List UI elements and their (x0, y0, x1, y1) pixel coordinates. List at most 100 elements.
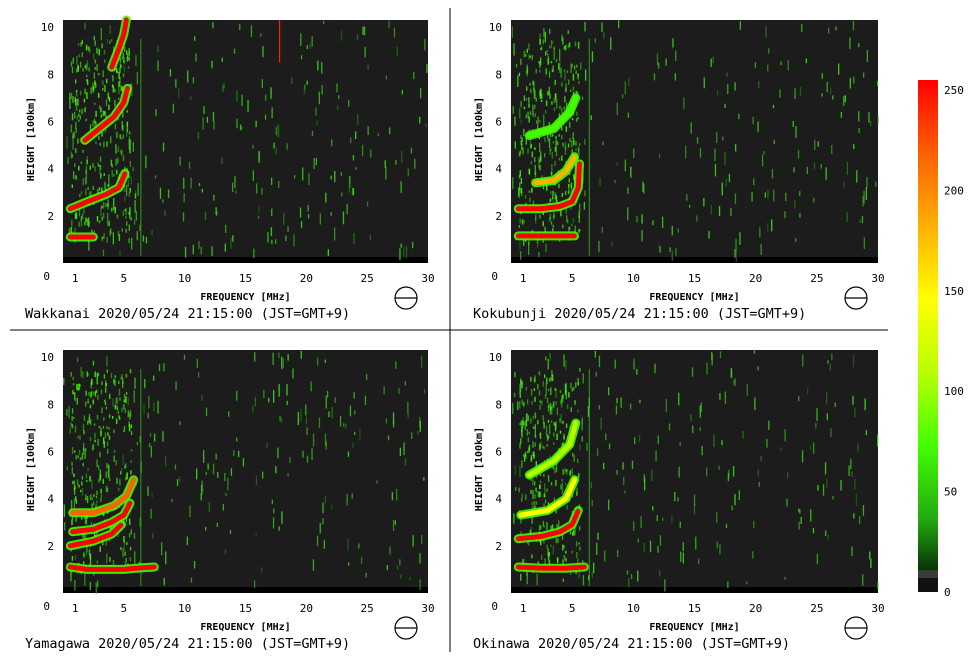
plot-baseline-strip (63, 257, 428, 263)
noise-speckles (66, 20, 428, 261)
y-tick-label: 8 (495, 68, 502, 81)
panel-caption: Yamagawa 2020/05/24 21:15:00 (JST=GMT+9) (25, 636, 350, 652)
colorbar-tick-label: 50 (944, 486, 957, 499)
noise-speckles (511, 20, 879, 262)
trace-f-low (67, 170, 128, 212)
y-tick-label: 6 (47, 445, 54, 458)
x-tick-label: 10 (178, 272, 191, 285)
x-tick-label: 15 (688, 272, 701, 285)
x-tick-label: 15 (239, 602, 252, 615)
x-tick-label: 25 (810, 602, 823, 615)
y-tick-label: 10 (489, 21, 502, 34)
x-tick-label: 25 (810, 272, 823, 285)
x-tick-label: 10 (627, 602, 640, 615)
y-tick-label: 2 (47, 540, 54, 553)
x-tick-label: 30 (421, 272, 434, 285)
origin-label: 0 (43, 600, 50, 613)
y-tick-label: 4 (47, 493, 54, 506)
panel-caption: Kokubunji 2020/05/24 21:15:00 (JST=GMT+9… (473, 306, 806, 322)
trace-f-mid (518, 477, 578, 518)
x-tick-label: 1 (72, 602, 79, 615)
x-tick-label: 1 (520, 272, 527, 285)
plot-background (511, 20, 878, 263)
plot-baseline-strip (63, 587, 428, 593)
colorbar: 0 50 100 150 200 250 (918, 80, 964, 599)
trace-e (515, 564, 587, 571)
trace-f-mid (533, 154, 578, 186)
y-tick-label: 6 (495, 115, 502, 128)
x-tick-label: 30 (871, 272, 884, 285)
y-tick-label: 4 (495, 493, 502, 506)
x-tick-label: 5 (569, 272, 576, 285)
trace-f-low (67, 522, 124, 549)
x-tick-label: 5 (121, 272, 128, 285)
colorbar-tick-label: 200 (944, 184, 964, 197)
y-tick-label: 10 (41, 21, 54, 34)
x-tick-label: 5 (569, 602, 576, 615)
trace-f-high (526, 420, 579, 478)
colorbar-gradient (918, 80, 938, 592)
trace-f-mid (82, 85, 130, 143)
x-tick-label: 5 (121, 602, 128, 615)
y-axis-label: HEIGHT [100km] (474, 427, 485, 511)
y-axis-label: HEIGHT [100km] (26, 97, 37, 181)
trace-f-mid (70, 500, 133, 535)
plot-background (63, 350, 428, 593)
x-tick-label: 10 (178, 602, 191, 615)
x-tick-label: 20 (749, 602, 762, 615)
y-tick-label: 4 (47, 163, 54, 176)
x-axis-label: FREQUENCY [MHz] (649, 622, 739, 633)
y-tick-label: 2 (47, 210, 54, 223)
x-tick-label: 15 (688, 602, 701, 615)
y-tick-label: 10 (41, 351, 54, 364)
panel-caption: Wakkanai 2020/05/24 21:15:00 (JST=GMT+9) (25, 306, 350, 322)
origin-label: 0 (491, 600, 498, 613)
plot-baseline-strip (511, 587, 878, 593)
colorbar-tick-label: 0 (944, 586, 951, 599)
x-axis-label: FREQUENCY [MHz] (200, 622, 290, 633)
noise-speckles (63, 350, 426, 594)
y-tick-label: 8 (495, 398, 502, 411)
x-tick-label: 30 (421, 602, 434, 615)
trace-f-low (515, 507, 581, 542)
trace-f-low (515, 161, 582, 212)
colorbar-tick-label: 150 (944, 285, 964, 298)
y-tick-label: 8 (47, 398, 54, 411)
x-axis-label: FREQUENCY [MHz] (649, 292, 739, 303)
x-tick-label: 30 (871, 602, 884, 615)
y-tick-label: 8 (47, 68, 54, 81)
y-tick-label: 2 (495, 210, 502, 223)
plot-baseline-strip (511, 257, 878, 263)
y-tick-label: 6 (47, 115, 54, 128)
x-tick-label: 1 (72, 272, 79, 285)
x-tick-label: 25 (361, 602, 374, 615)
origin-label: 0 (491, 270, 498, 283)
y-axis-label: HEIGHT [100km] (474, 97, 485, 181)
trace-f-high (70, 477, 137, 516)
colorbar-tick-label: 250 (944, 84, 964, 97)
y-axis-label: HEIGHT [100km] (26, 427, 37, 511)
trace-f-high (526, 95, 579, 139)
origin-label: 0 (43, 270, 50, 283)
x-tick-label: 1 (520, 602, 527, 615)
y-tick-label: 10 (489, 351, 502, 364)
colorbar-band-black (918, 578, 938, 592)
x-tick-label: 15 (239, 272, 252, 285)
x-tick-label: 25 (361, 272, 374, 285)
trace-f-high (109, 17, 129, 70)
trace-e (67, 564, 157, 572)
x-tick-label: 20 (300, 602, 313, 615)
y-tick-label: 2 (495, 540, 502, 553)
x-tick-label: 20 (300, 272, 313, 285)
x-axis-label: FREQUENCY [MHz] (200, 292, 290, 303)
x-tick-label: 10 (627, 272, 640, 285)
y-tick-label: 4 (495, 163, 502, 176)
colorbar-band-gray (918, 570, 938, 578)
x-tick-label: 20 (749, 272, 762, 285)
